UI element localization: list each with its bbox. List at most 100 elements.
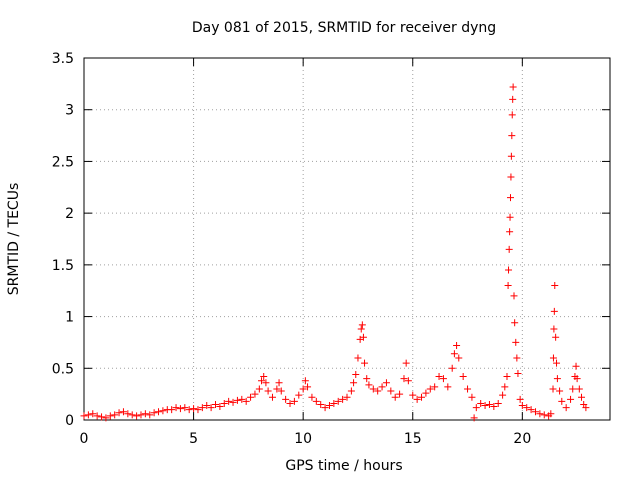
data-point — [106, 412, 114, 420]
data-point — [155, 408, 163, 416]
data-point — [258, 377, 266, 385]
data-point — [481, 402, 489, 410]
plot-frame — [83, 57, 611, 421]
data-point — [220, 399, 228, 407]
data-point — [128, 411, 136, 419]
data-point — [435, 373, 443, 381]
data-point — [477, 399, 485, 407]
data-point — [352, 370, 360, 378]
data-point — [119, 408, 127, 416]
data-point — [523, 404, 531, 412]
data-point — [347, 387, 355, 395]
data-point — [198, 404, 206, 412]
data-point — [176, 405, 184, 413]
data-point — [361, 359, 369, 367]
data-point — [567, 395, 575, 403]
data-point — [89, 410, 97, 418]
y-tick-label: 2.5 — [52, 154, 74, 170]
data-point — [553, 359, 561, 367]
data-point — [150, 409, 158, 417]
data-point — [321, 404, 329, 412]
data-point — [124, 410, 132, 418]
data-point — [444, 383, 452, 391]
data-point — [516, 395, 524, 403]
data-point — [505, 266, 513, 274]
data-point — [374, 387, 382, 395]
data-point — [550, 307, 558, 315]
data-point — [264, 387, 272, 395]
y-tick-label: 3 — [65, 103, 74, 119]
data-point — [540, 411, 548, 419]
data-point — [504, 282, 512, 290]
y-tick-label: 1 — [65, 310, 74, 326]
data-point — [115, 409, 123, 417]
data-point — [301, 377, 309, 385]
data-point — [582, 404, 590, 412]
data-point — [426, 385, 434, 393]
data-point — [325, 402, 333, 410]
data-point — [102, 414, 110, 422]
data-point — [339, 395, 347, 403]
x-tick-label: 5 — [189, 431, 198, 447]
data-point — [133, 412, 141, 420]
x-tick-label: 15 — [404, 431, 422, 447]
data-point — [464, 385, 472, 393]
data-point — [84, 411, 92, 419]
data-point — [251, 390, 259, 398]
y-tick-label: 3.5 — [52, 51, 74, 67]
data-point — [569, 385, 577, 393]
data-point — [455, 354, 463, 362]
data-point — [260, 373, 268, 381]
data-point — [334, 397, 342, 405]
data-point — [262, 379, 270, 387]
data-point — [98, 413, 106, 421]
x-axis-label: GPS time / hours — [285, 458, 402, 474]
data-point — [511, 319, 519, 327]
x-tick-label: 20 — [513, 431, 531, 447]
data-point — [282, 395, 290, 403]
data-point — [404, 377, 412, 385]
data-point — [194, 406, 202, 414]
data-point — [358, 321, 366, 329]
data-point — [378, 383, 386, 391]
data-point — [431, 383, 439, 391]
data-point — [141, 410, 149, 418]
data-point — [470, 414, 478, 422]
data-point — [190, 405, 198, 413]
grid-lines — [84, 58, 610, 420]
data-point — [450, 350, 458, 358]
data-point — [549, 385, 557, 393]
data-point — [146, 411, 154, 419]
data-point — [578, 393, 586, 401]
data-point — [572, 362, 580, 370]
data-point — [225, 397, 233, 405]
data-point — [508, 111, 516, 119]
data-point — [330, 399, 338, 407]
data-point — [506, 228, 514, 236]
data-point — [181, 404, 189, 412]
data-point — [304, 383, 312, 391]
data-point — [400, 375, 408, 383]
data-point — [551, 282, 559, 290]
x-tick-label: 0 — [80, 431, 89, 447]
data-point — [93, 412, 101, 420]
data-point — [485, 400, 493, 408]
data-point — [255, 385, 263, 393]
data-point — [509, 83, 517, 91]
data-point — [453, 342, 461, 350]
data-point — [277, 387, 285, 395]
data-point — [536, 410, 544, 418]
data-point — [312, 397, 320, 405]
data-point — [273, 385, 281, 393]
data-point — [159, 407, 167, 415]
data-point — [513, 354, 521, 362]
data-point — [238, 395, 246, 403]
y-tick-label: 1.5 — [52, 258, 74, 274]
data-point — [172, 404, 180, 412]
data-point — [553, 375, 561, 383]
data-point — [359, 333, 367, 341]
data-point — [507, 152, 515, 160]
data-point — [286, 399, 294, 407]
data-point — [499, 391, 507, 399]
